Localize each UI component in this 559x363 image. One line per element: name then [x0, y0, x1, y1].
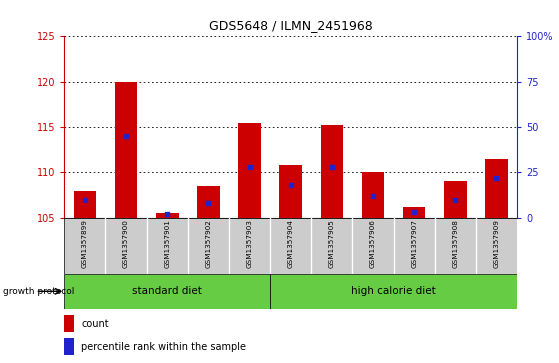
Point	[368, 193, 377, 199]
Bar	[280, 165, 302, 218]
Text: count: count	[81, 319, 108, 329]
Bar	[64, 315, 74, 332]
Point	[410, 209, 419, 215]
Text: GSM1357906: GSM1357906	[370, 219, 376, 268]
Bar	[320, 125, 343, 218]
Bar	[444, 182, 467, 218]
Text: GSM1357901: GSM1357901	[164, 219, 170, 268]
Point	[451, 197, 460, 203]
Bar	[238, 122, 261, 218]
Point	[492, 175, 501, 181]
Bar	[64, 338, 74, 355]
Bar	[270, 274, 517, 309]
Text: standard diet: standard diet	[132, 286, 202, 296]
Text: GSM1357899: GSM1357899	[82, 219, 88, 268]
Bar	[362, 172, 385, 218]
Bar	[156, 213, 178, 218]
Bar	[74, 191, 96, 218]
Point	[286, 182, 295, 188]
Title: GDS5648 / ILMN_2451968: GDS5648 / ILMN_2451968	[209, 19, 372, 32]
Point	[121, 133, 130, 139]
Bar	[115, 82, 138, 218]
Point	[245, 164, 254, 170]
Text: GSM1357904: GSM1357904	[288, 219, 293, 268]
Point	[80, 197, 89, 203]
Text: GSM1357908: GSM1357908	[452, 219, 458, 268]
Text: percentile rank within the sample: percentile rank within the sample	[81, 342, 246, 352]
Text: GSM1357905: GSM1357905	[329, 219, 335, 268]
Bar	[403, 207, 425, 218]
Bar	[64, 274, 270, 309]
Text: GSM1357907: GSM1357907	[411, 219, 417, 268]
Text: GSM1357909: GSM1357909	[494, 219, 500, 268]
Text: GSM1357902: GSM1357902	[205, 219, 211, 268]
Bar	[485, 159, 508, 218]
Text: growth protocol: growth protocol	[3, 287, 74, 296]
Point	[328, 164, 337, 170]
Text: GSM1357900: GSM1357900	[123, 219, 129, 268]
Text: high calorie diet: high calorie diet	[351, 286, 436, 296]
Point	[163, 211, 172, 217]
Bar	[197, 186, 220, 218]
Point	[204, 200, 213, 206]
Text: GSM1357903: GSM1357903	[247, 219, 253, 268]
